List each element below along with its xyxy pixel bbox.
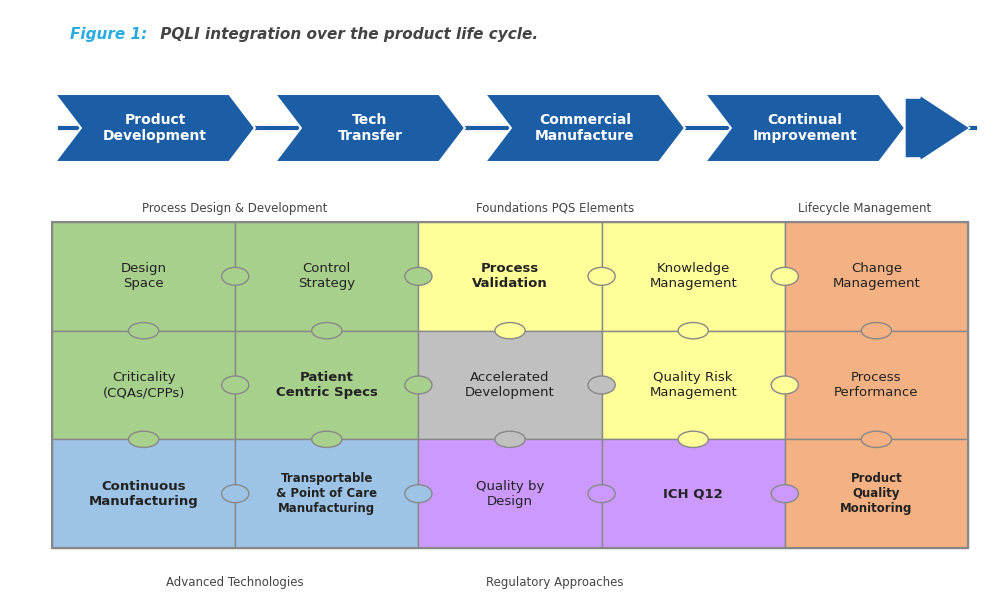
Text: Design
Space: Design Space [121,262,167,290]
Ellipse shape [405,376,432,394]
Polygon shape [705,94,905,162]
Ellipse shape [678,323,708,339]
FancyArrow shape [905,95,970,161]
FancyBboxPatch shape [235,331,418,439]
Ellipse shape [861,323,892,339]
Ellipse shape [128,431,159,448]
FancyBboxPatch shape [418,222,602,331]
Ellipse shape [495,323,525,339]
Text: Advanced Technologies: Advanced Technologies [166,576,304,589]
Text: Tech
Transfer: Tech Transfer [338,113,402,143]
Text: Process Design & Development: Process Design & Development [142,202,328,215]
Ellipse shape [588,485,615,503]
Text: Figure 1:: Figure 1: [70,27,147,42]
FancyBboxPatch shape [785,222,968,331]
Text: Change
Management: Change Management [833,262,920,290]
Ellipse shape [405,485,432,503]
Ellipse shape [588,376,615,394]
Text: Quality by
Design: Quality by Design [476,479,544,508]
Ellipse shape [222,376,249,394]
Text: Accelerated
Development: Accelerated Development [465,371,555,399]
Text: Continual
Improvement: Continual Improvement [753,113,857,143]
Text: Quality Risk
Management: Quality Risk Management [649,371,737,399]
Ellipse shape [771,376,798,394]
Text: Control
Strategy: Control Strategy [298,262,355,290]
Bar [52,222,968,548]
FancyBboxPatch shape [52,222,235,331]
Text: Process
Validation: Process Validation [472,262,548,290]
Text: Criticality
(CQAs/CPPs): Criticality (CQAs/CPPs) [102,371,185,399]
Text: Knowledge
Management: Knowledge Management [649,262,737,290]
Ellipse shape [678,431,708,448]
Text: Foundations PQS Elements: Foundations PQS Elements [476,202,634,215]
Ellipse shape [222,268,249,285]
FancyBboxPatch shape [602,222,785,331]
Ellipse shape [861,431,892,448]
Text: Patient
Centric Specs: Patient Centric Specs [276,371,378,399]
Ellipse shape [771,268,798,285]
Ellipse shape [405,268,432,285]
Polygon shape [275,94,465,162]
FancyBboxPatch shape [235,222,418,331]
Text: Continuous
Manufacturing: Continuous Manufacturing [89,479,198,508]
Ellipse shape [312,431,342,448]
Text: Commercial
Manufacture: Commercial Manufacture [535,113,635,143]
FancyBboxPatch shape [418,331,602,439]
Text: Transportable
& Point of Care
Manufacturing: Transportable & Point of Care Manufactur… [276,472,377,515]
Polygon shape [55,94,255,162]
FancyBboxPatch shape [785,331,968,439]
FancyBboxPatch shape [602,331,785,439]
Text: PQLI integration over the product life cycle.: PQLI integration over the product life c… [155,27,538,42]
Ellipse shape [222,485,249,503]
Polygon shape [485,94,685,162]
Ellipse shape [495,431,525,448]
Text: Product
Quality
Monitoring: Product Quality Monitoring [840,472,913,515]
FancyBboxPatch shape [418,439,602,548]
FancyBboxPatch shape [52,439,235,548]
Text: Regulatory Approaches: Regulatory Approaches [486,576,624,589]
FancyBboxPatch shape [52,331,235,439]
Ellipse shape [588,268,615,285]
Text: Process
Performance: Process Performance [834,371,919,399]
FancyBboxPatch shape [785,439,968,548]
Text: ICH Q12: ICH Q12 [663,487,723,500]
FancyBboxPatch shape [235,439,418,548]
Ellipse shape [771,485,798,503]
Ellipse shape [312,323,342,339]
Text: Lifecycle Management: Lifecycle Management [798,202,932,215]
Text: Product
Development: Product Development [103,113,207,143]
FancyBboxPatch shape [602,439,785,548]
Ellipse shape [128,323,159,339]
